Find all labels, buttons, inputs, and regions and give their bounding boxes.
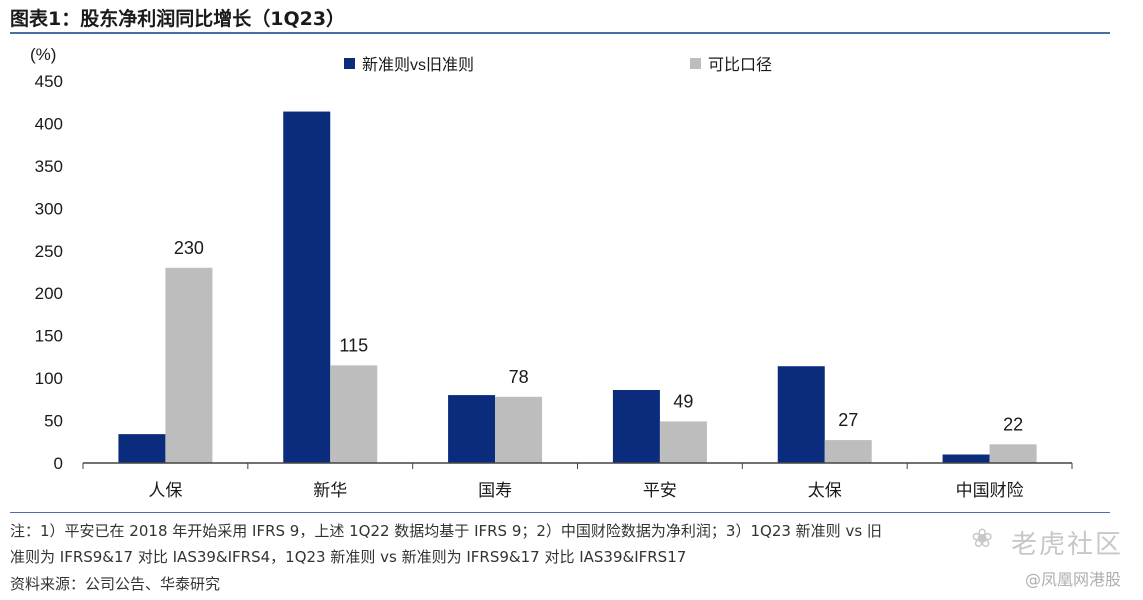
data-label: 78 xyxy=(509,367,529,387)
y-tick-label: 50 xyxy=(44,412,63,431)
x-tick-label: 新华 xyxy=(313,481,347,500)
paw-icon: ❀ xyxy=(971,524,993,554)
bar-series-1 xyxy=(777,366,825,463)
y-tick-label: 450 xyxy=(35,72,63,91)
x-tick-label: 中国财险 xyxy=(956,481,1024,500)
bar-series-1 xyxy=(283,111,331,463)
top-rule xyxy=(10,32,1110,34)
source-note: 资料来源：公司公告、华泰研究 xyxy=(10,575,221,593)
bar-series-2 xyxy=(659,421,707,463)
bar-series-1 xyxy=(612,389,660,463)
bar-series-1 xyxy=(118,434,166,463)
bar-series-2 xyxy=(495,396,543,463)
note-line-2: 准则为 IFRS9&17 对比 IAS39&IFRS4，1Q23 新准则 vs … xyxy=(10,548,687,566)
y-axis-unit-label: (%) xyxy=(30,45,56,64)
watermark-handle: @凤凰网港股 xyxy=(1024,570,1121,589)
legend-label: 可比口径 xyxy=(708,56,772,74)
bar-series-2 xyxy=(989,444,1037,463)
bar-series-2 xyxy=(330,365,378,463)
y-tick-label: 250 xyxy=(35,242,63,261)
bar-series-2 xyxy=(824,440,872,463)
data-label: 230 xyxy=(174,238,204,258)
x-tick-label: 国寿 xyxy=(478,481,512,500)
bar-chart: (%) 0 50 100 150 200 250 300 350 400 450 230 人保 115 新华… xyxy=(30,45,1073,500)
data-label: 27 xyxy=(838,410,858,430)
x-tick-label: 平安 xyxy=(643,481,677,500)
y-tick-label: 200 xyxy=(35,284,63,303)
y-tick-label: 0 xyxy=(54,454,63,473)
legend-swatch xyxy=(344,58,355,69)
bar-series-2 xyxy=(165,267,213,463)
note-line-1: 注：1）平安已在 2018 年开始采用 IFRS 9，上述 1Q22 数据均基于… xyxy=(10,522,882,540)
legend-swatch xyxy=(690,58,701,69)
legend-label: 新准则vs旧准则 xyxy=(362,56,474,74)
y-tick-label: 300 xyxy=(35,199,63,218)
data-label: 115 xyxy=(339,335,368,355)
data-label: 22 xyxy=(1003,414,1023,434)
bar-series-1 xyxy=(448,395,496,463)
y-tick-label: 350 xyxy=(35,157,63,176)
x-tick-label: 人保 xyxy=(148,481,182,500)
y-tick-label: 100 xyxy=(35,369,63,388)
figure-title: 图表1：股东净利润同比增长（1Q23） xyxy=(10,8,346,30)
y-tick-label: 150 xyxy=(35,327,63,346)
bar-series-1 xyxy=(942,454,990,463)
y-tick-label: 400 xyxy=(35,114,63,133)
watermark-brand: 老虎社区 xyxy=(1010,530,1123,560)
bottom-rule xyxy=(10,512,1110,513)
x-tick-label: 太保 xyxy=(808,481,842,500)
data-label: 49 xyxy=(673,391,693,411)
